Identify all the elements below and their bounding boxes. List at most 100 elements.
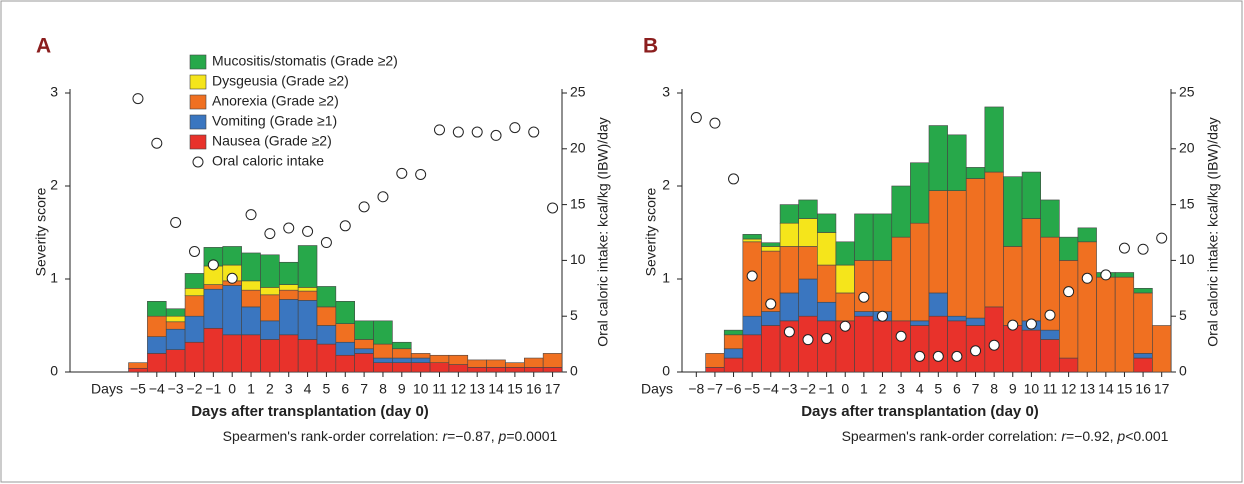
bar-segment bbox=[798, 218, 818, 247]
scatter-point bbox=[709, 117, 721, 129]
bar-segment bbox=[279, 284, 299, 291]
bar-segment bbox=[1021, 171, 1041, 219]
bar-segment bbox=[241, 280, 261, 291]
bar-segment bbox=[316, 343, 337, 373]
scatter-point bbox=[490, 129, 502, 141]
scatter-point bbox=[415, 168, 427, 180]
bar-segment bbox=[928, 190, 948, 294]
bar-segment bbox=[798, 199, 818, 219]
x-tick-label: 4 bbox=[916, 381, 924, 397]
bar-segment bbox=[928, 125, 948, 191]
x-tick-label: 17 bbox=[1154, 381, 1170, 397]
bar-segment bbox=[241, 252, 261, 282]
bar-segment bbox=[1114, 272, 1135, 278]
scatter-point bbox=[207, 259, 219, 271]
x-tick-label: 1 bbox=[247, 381, 255, 397]
bar-segment bbox=[203, 288, 224, 329]
bar-segment bbox=[1003, 176, 1023, 247]
legend-marker bbox=[192, 156, 204, 168]
x-tick-label: 9 bbox=[1009, 381, 1017, 397]
bar-segment bbox=[297, 287, 318, 292]
bar-segment bbox=[354, 320, 374, 340]
x-tick-label: −2 bbox=[800, 381, 816, 397]
note-part: p bbox=[498, 428, 507, 444]
x-tick-label: 14 bbox=[1098, 381, 1114, 397]
bar-segment bbox=[373, 343, 393, 359]
scatter-point bbox=[876, 310, 888, 322]
bar-segment bbox=[297, 290, 318, 301]
legend-swatch bbox=[189, 74, 207, 90]
note-part: =−0.92, bbox=[1066, 428, 1117, 444]
bar-segment bbox=[742, 234, 762, 240]
note-part: Spearmen's rank-order correlation: bbox=[842, 428, 1062, 444]
y2-tick-label: 0 bbox=[570, 363, 578, 379]
bar-segment bbox=[260, 339, 280, 373]
bar-segment bbox=[947, 190, 967, 317]
bar-segment bbox=[1059, 260, 1079, 359]
bar-segment bbox=[429, 354, 450, 364]
bar-segment bbox=[467, 367, 487, 373]
y2-tick-label: 10 bbox=[1179, 251, 1195, 267]
bar-segment bbox=[184, 315, 205, 343]
bar-segment bbox=[279, 289, 299, 300]
bar-segment bbox=[260, 254, 280, 288]
x-tick-label: 17 bbox=[545, 381, 561, 397]
x-tick-label: 8 bbox=[379, 381, 387, 397]
bar-segment bbox=[241, 289, 261, 308]
scatter-point bbox=[1025, 318, 1037, 330]
legend-label: Nausea (Grade ≥2) bbox=[212, 133, 332, 149]
note-part: p bbox=[1116, 428, 1125, 444]
bar-segment bbox=[222, 246, 242, 266]
y-tick-label: 0 bbox=[662, 363, 670, 379]
scatter-point bbox=[170, 216, 182, 228]
bar-segment bbox=[779, 204, 799, 224]
bar-segment bbox=[316, 306, 337, 326]
bar-segment bbox=[1133, 292, 1153, 354]
bar-segment bbox=[1096, 276, 1116, 373]
bar-segment bbox=[297, 339, 318, 373]
bar-segment bbox=[128, 367, 148, 373]
scatter-point bbox=[1063, 286, 1075, 298]
bar-segment bbox=[241, 334, 261, 373]
y2-tick-label: 5 bbox=[570, 307, 578, 323]
bar-segment bbox=[761, 311, 781, 326]
note-part: =0.0001 bbox=[506, 428, 557, 444]
bar-segment bbox=[798, 278, 818, 317]
bar-segment bbox=[1040, 329, 1060, 340]
y-tick-label: 1 bbox=[50, 270, 58, 286]
bar-segment bbox=[335, 323, 355, 343]
legend-swatch bbox=[189, 54, 207, 70]
y2-tick-label: 5 bbox=[1179, 307, 1187, 323]
bar-segment bbox=[1040, 339, 1060, 373]
bar-segment bbox=[448, 354, 469, 365]
bar-segment bbox=[147, 315, 167, 337]
bar-segment bbox=[373, 320, 393, 345]
bar-segment bbox=[410, 357, 431, 363]
scatter-point bbox=[509, 122, 521, 134]
bar-segment bbox=[429, 362, 450, 373]
x-tick-label: −7 bbox=[707, 381, 723, 397]
scatter-point bbox=[283, 222, 295, 234]
bar-segment bbox=[222, 285, 242, 336]
bar-segment bbox=[965, 317, 986, 326]
x-tick-label: −4 bbox=[149, 381, 165, 397]
y2-tick-label: 15 bbox=[1179, 195, 1195, 211]
x-axis-label: Days after transplantation (day 0) bbox=[191, 403, 429, 420]
scatter-point bbox=[932, 350, 944, 362]
bar-segment bbox=[260, 287, 280, 296]
scatter-point bbox=[320, 237, 332, 249]
bar-segment bbox=[1152, 325, 1172, 373]
scatter-point bbox=[396, 167, 408, 179]
scatter-point bbox=[821, 333, 833, 345]
bar-segment bbox=[1133, 287, 1153, 294]
bar-segment bbox=[817, 320, 837, 373]
bar-segment bbox=[279, 299, 299, 336]
y-tick-label: 1 bbox=[662, 270, 670, 286]
x-tick-label: 2 bbox=[879, 381, 887, 397]
x-tick-label: 4 bbox=[304, 381, 312, 397]
bar-segment bbox=[723, 348, 744, 359]
legend-swatch bbox=[189, 114, 207, 130]
x-tick-label: 13 bbox=[1079, 381, 1095, 397]
scatter-point bbox=[1007, 319, 1019, 331]
